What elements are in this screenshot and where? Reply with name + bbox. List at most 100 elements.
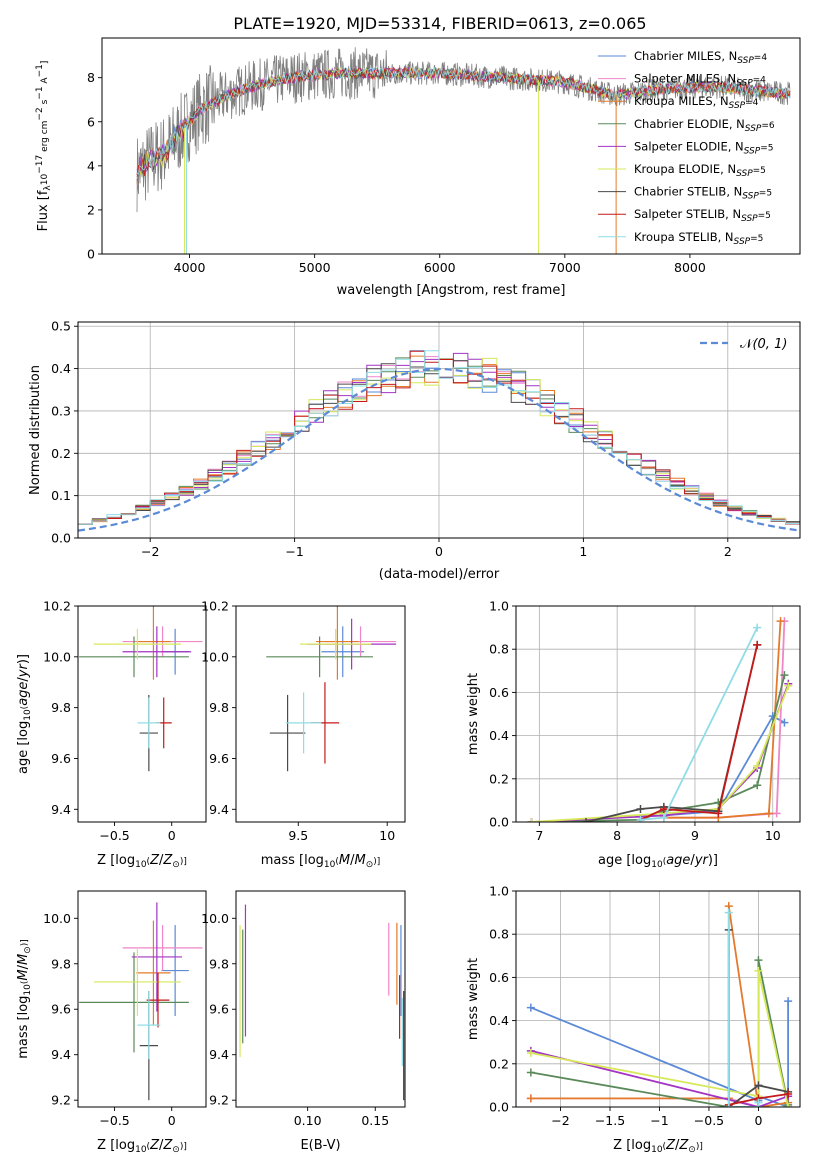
plot-area [136,47,791,254]
plot-area [239,904,405,1101]
label-part: ( [663,1142,667,1152]
label-part: Z [149,853,160,868]
label-part: SSP [744,146,761,156]
weight-marker [754,966,763,975]
errorbar-kroupa-stelib [285,692,322,754]
y-axis-label: mass [log10(M/M⊙)] [16,939,33,1059]
y-axis-label: mass weight [466,958,481,1040]
x-tick-label: 2 [724,544,732,559]
label-part: yr [694,853,710,868]
y-tick-label: 0.2 [489,1056,509,1071]
weight-marker [659,813,668,822]
label-part: age [16,682,31,706]
x-tick-label: 7000 [549,260,581,275]
legend-label-chabrier-miles: Chabrier MILES, NSSP=4 [634,49,767,66]
label-part: 10 [651,860,663,870]
label-part: Kroupa MILES, N [634,94,729,108]
label-part: ( [147,857,151,867]
label-part: / [690,853,695,868]
label-part: ⊙ [366,860,374,870]
y-tick-label: 9.4 [209,1047,229,1062]
errorbar-kroupa-stelib [137,697,161,749]
x-tick-label: 6000 [424,260,456,275]
errorbar-kroupa-miles [136,606,171,680]
y-tick-label: 1.0 [489,599,509,614]
label-part: Salpeter STELIB, N [634,207,741,221]
axes-frame: 0.10 0.15 9.2 9.4 9.6 9.8 10.0 [201,890,406,1128]
y-tick-label: 6 [87,114,95,129]
weight-line [663,714,785,817]
label-part: / [16,677,31,682]
label-part: λ [43,185,53,191]
axes-border [515,605,801,823]
y-tick-label: 9.8 [51,700,71,715]
label-part: Salpeter ELODIE, N [634,139,744,153]
weight-marker [780,718,789,727]
y-tick-label: 0.6 [489,685,509,700]
label-part: Z [log [97,853,135,868]
weight-line [531,685,790,822]
legend-label-chabrier-elodie: Chabrier ELODIE, NSSP=6 [634,117,775,134]
label-part: )] [180,857,187,867]
axes-frame: 9.5 10 9.4 9.6 9.8 10.0 10.2 [201,599,406,843]
y-tick-label: 9.4 [209,802,229,817]
label-part: )] [373,857,380,867]
weight-line [530,959,789,1107]
y-tick-label: 9.6 [209,1002,229,1017]
weight-marker [754,1081,763,1090]
axes-frame: −0.5 0 9.4 9.6 9.8 10.0 10.2 [43,599,207,843]
weight-series-kroupa-elodie [527,681,793,822]
label-part: 10 [324,860,336,870]
label-part: Kroupa ELODIE, N [634,162,736,176]
residuals-panel: −2 −1 0 1 2 0.0 0.1 0.2 0.3 0.4 0.5 𝒩(0, 1) (data-mo… [28,319,801,582]
y-tick-label: 0.4 [489,1013,509,1028]
errorbar-kroupa-elodie [94,628,181,660]
label-part: ( [20,981,30,985]
label-part: SSP [741,214,758,224]
y-tick-label: 0.6 [489,970,509,985]
y-tick-label: 8 [87,70,95,85]
weight-marker [753,761,762,770]
y-tick-label: 10.0 [43,911,71,926]
label-part: Chabrier ELODIE, N [634,117,745,131]
label-part: )] [16,654,31,664]
label-part: ( [335,857,339,867]
x-tick-label: 1 [579,544,587,559]
weight-series-chabrier-elodie [527,671,789,822]
errorbar-kroupa-miles [136,920,171,1026]
plot-area [266,606,397,772]
label-part: s [40,99,50,107]
normal-reference-curve [78,367,800,532]
legend-label-chabrier-stelib: Chabrier STELIB, NSSP=5 [634,185,772,202]
label-part: )] [180,1142,187,1152]
label-part: Z [log [97,1138,135,1153]
x-axis-label: Z [log10(Z/Z⊙)] [97,853,187,870]
label-part: age [log [16,721,31,774]
label-part: Salpeter MILES, N [634,72,736,86]
label-part: Z [log [613,1138,651,1153]
weight-marker [754,956,763,965]
weight-marker [784,997,793,1006]
label-part: )] [696,1142,703,1152]
x-tick-label: −2 [141,544,159,559]
label-part: M [16,969,31,980]
mass-vs-ebv-panel: 0.10 0.15 9.2 9.4 9.6 9.8 10.0 E(B-V) [201,890,406,1153]
x-tick-label: 0.10 [294,1113,322,1128]
weight-series-chabrier-stelib [582,640,762,822]
weight-line [530,970,789,1107]
y-axis-label: mass weight [466,673,481,755]
label-part: ( [147,1142,151,1152]
label-part: M [339,853,350,868]
weight-marker [753,640,762,649]
label-part: SSP [736,169,753,179]
label-part: ⊙ [172,1145,180,1155]
y-tick-label: 0 [87,247,95,262]
label-part: / [350,853,355,868]
weight-marker [714,809,723,818]
label-part: 10 [651,1145,663,1155]
y-tick-label: 9.6 [51,1002,71,1017]
errorbar-chabrier-elodie [79,952,189,1053]
legend-label-salpeter-miles: Salpeter MILES, NSSP=4 [634,72,766,89]
